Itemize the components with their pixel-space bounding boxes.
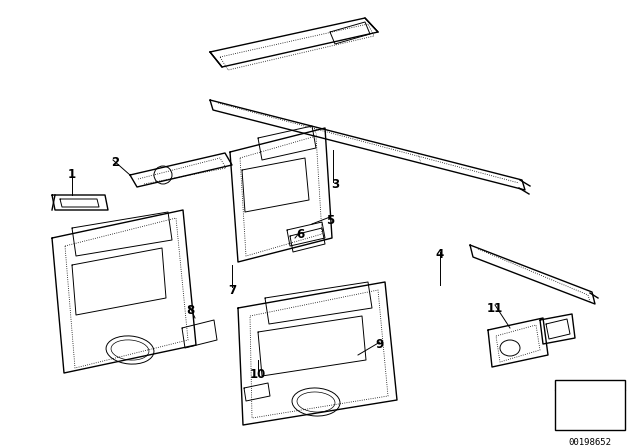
Bar [555,380,625,430]
Text: 10: 10 [250,369,266,382]
Text: 5: 5 [326,214,334,227]
Text: 4: 4 [436,249,444,262]
Text: 2: 2 [111,156,119,169]
Text: 1: 1 [68,168,76,181]
Text: 11: 11 [487,302,503,314]
Text: 6: 6 [296,228,304,241]
Text: 00198652: 00198652 [568,438,611,447]
Text: 3: 3 [331,178,339,191]
Text: 8: 8 [186,303,194,316]
Text: 7: 7 [228,284,236,297]
Text: 9: 9 [376,339,384,352]
